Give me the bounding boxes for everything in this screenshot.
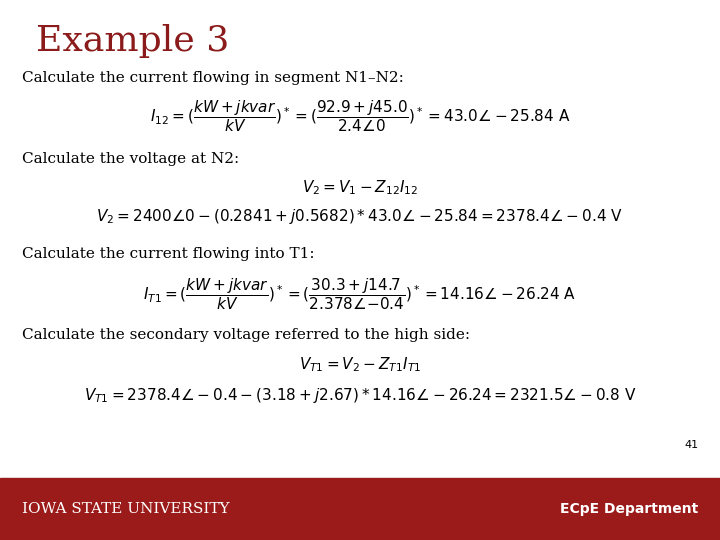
Text: Example 3: Example 3 [36, 24, 230, 58]
Text: Calculate the current flowing into T1:: Calculate the current flowing into T1: [22, 247, 314, 261]
Text: 41: 41 [684, 441, 698, 450]
Text: $V_{T1} = 2378.4\angle -0.4 - (3.18+j2.67)*14.16\angle -26.24 = 2321.5\angle -0.: $V_{T1} = 2378.4\angle -0.4 - (3.18+j2.6… [84, 386, 636, 405]
Text: ECpE Department: ECpE Department [560, 502, 698, 516]
Text: Calculate the voltage at N2:: Calculate the voltage at N2: [22, 152, 239, 166]
Bar [0, 478, 720, 540]
Text: $V_2 = V_1 - Z_{12}I_{12}$: $V_2 = V_1 - Z_{12}I_{12}$ [302, 179, 418, 197]
Text: Calculate the secondary voltage referred to the high side:: Calculate the secondary voltage referred… [22, 328, 469, 342]
Text: $V_{T1} = V_2 - Z_{T1}I_{T1}$: $V_{T1} = V_2 - Z_{T1}I_{T1}$ [299, 355, 421, 374]
Text: $I_{12} = (\dfrac{kW+jkvar}{kV})^* = (\dfrac{92.9+j45.0}{2.4\angle 0})^* = 43.0\: $I_{12} = (\dfrac{kW+jkvar}{kV})^* = (\d… [150, 98, 570, 134]
Text: $V_2 = 2400\angle 0 - (0.2841+j0.5682)*43.0\angle -25.84 = 2378.4\angle -0.4\ \m: $V_2 = 2400\angle 0 - (0.2841+j0.5682)*4… [96, 206, 624, 226]
Text: $I_{T1} = (\dfrac{kW+jkvar}{kV})^* = (\dfrac{30.3+j14.7}{2.378\angle{-0.4}})^* =: $I_{T1} = (\dfrac{kW+jkvar}{kV})^* = (\d… [143, 276, 577, 312]
Text: IOWA STATE UNIVERSITY: IOWA STATE UNIVERSITY [22, 502, 229, 516]
Text: Calculate the current flowing in segment N1–N2:: Calculate the current flowing in segment… [22, 71, 403, 85]
